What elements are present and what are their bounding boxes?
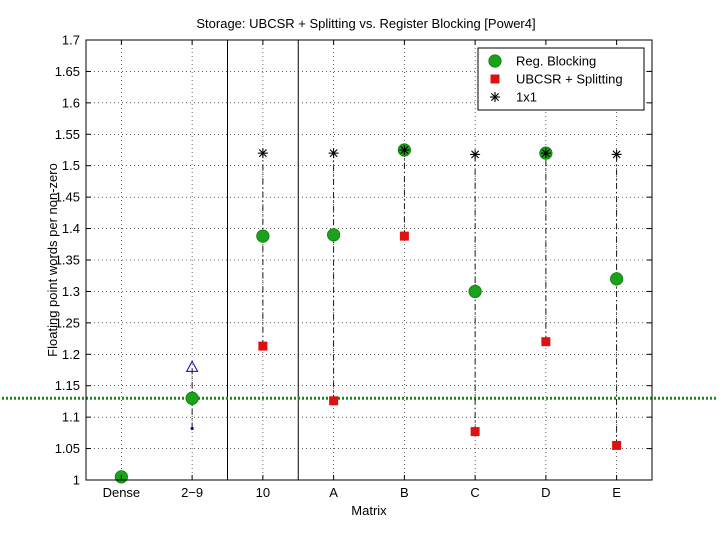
y-tick-label: 1.35 — [55, 253, 80, 268]
y-tick-label: 1.65 — [55, 64, 80, 79]
x-tick-label: A — [329, 485, 338, 500]
legend-marker-1 — [488, 54, 502, 68]
y-tick-label: 1.3 — [62, 284, 80, 299]
y-tick-label: 1.05 — [55, 441, 80, 456]
y-tick-label: 1.2 — [62, 347, 80, 362]
x-tick-label: B — [400, 485, 409, 500]
y-tick-label: 1.55 — [55, 127, 80, 142]
y-tick-label: 1.1 — [62, 410, 80, 425]
star-stroke — [612, 150, 621, 159]
point-series-3 — [611, 149, 622, 160]
legend-label: 1x1 — [516, 90, 537, 105]
point-series-1 — [256, 229, 270, 243]
star-stroke — [258, 149, 267, 158]
y-tick-label: 1 — [73, 473, 80, 488]
point-series-3 — [399, 145, 410, 155]
point-series-1 — [185, 391, 199, 405]
y-tick-label: 1.4 — [62, 221, 80, 236]
plot-area — [86, 40, 652, 480]
point-series-3 — [540, 148, 551, 159]
point-series-2 — [470, 427, 480, 437]
star-stroke — [541, 149, 550, 158]
y-tick-label: 1.45 — [55, 190, 80, 205]
x-tick-label: Dense — [103, 485, 141, 500]
x-tick-label: E — [612, 485, 621, 500]
star-stroke — [400, 146, 409, 154]
marks-layer — [114, 143, 624, 484]
group-separator-layer — [227, 40, 299, 480]
chart-title: Storage: UBCSR + Splitting vs. Register … — [196, 16, 535, 31]
legend-marker-2 — [490, 74, 500, 84]
y-axis-label: Floating point words per non-zero — [45, 163, 60, 357]
legend-label: Reg. Blocking — [516, 54, 596, 69]
x-tick-label: D — [541, 485, 550, 500]
y-tick-label: 1.6 — [62, 95, 80, 110]
point-series-2 — [329, 396, 339, 406]
star-stroke — [329, 149, 338, 158]
axis-layer: 1 1.05 1.1 1.15 1.2 1.25 1.3 1.35 1.4 1.45 1.5 1.55… — [55, 33, 652, 500]
dot-marker — [190, 426, 194, 431]
y-tick-label: 1.15 — [55, 378, 80, 393]
point-series-2 — [541, 337, 551, 347]
triangle-marker — [185, 360, 199, 372]
point-series-3 — [470, 149, 481, 160]
point-series-1 — [610, 272, 624, 286]
legend-entries: Reg. Blocking UBCSR + Splitting 1x1 — [488, 54, 623, 105]
point-series-2 — [258, 341, 268, 351]
point-series-3 — [257, 148, 268, 159]
y-tick-label: 1.5 — [62, 158, 80, 173]
star-stroke — [471, 150, 480, 159]
legend-box — [477, 47, 645, 111]
star-stroke — [491, 93, 499, 101]
legend: Reg. Blocking UBCSR + Splitting 1x1 — [477, 47, 645, 111]
point-series-2 — [399, 231, 409, 241]
x-axis-label: Matrix — [351, 503, 387, 518]
point-series-2 — [612, 440, 622, 450]
x-tick-label: C — [470, 485, 479, 500]
point-series-1 — [468, 284, 482, 299]
x-tick-label: 2−9 — [181, 485, 203, 500]
y-tick-label: 1.7 — [62, 33, 80, 48]
y-tick-label: 1.25 — [55, 315, 80, 330]
drop-line-layer — [191, 150, 618, 446]
point-series-3 — [328, 148, 339, 159]
x-tick-label: 10 — [256, 485, 270, 500]
point-series-1 — [327, 228, 341, 242]
legend-marker-3 — [490, 92, 500, 102]
legend-label: UBCSR + Splitting — [516, 72, 623, 87]
